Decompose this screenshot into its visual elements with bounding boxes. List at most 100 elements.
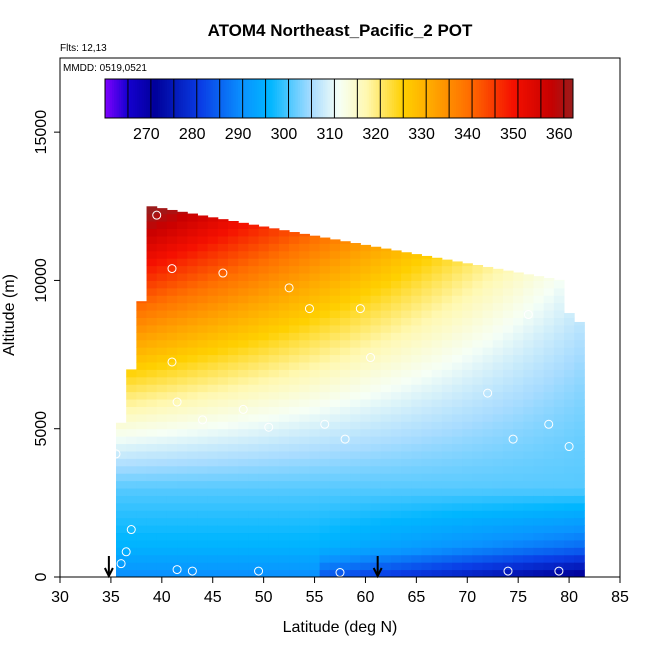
heatmap-cell: [452, 480, 463, 489]
heatmap-cell: [329, 413, 341, 422]
heatmap-cell: [431, 376, 443, 385]
heatmap-cell: [217, 547, 229, 556]
heatmap-cell: [166, 495, 178, 504]
heatmap-cell: [248, 406, 260, 415]
heatmap-cell: [441, 280, 453, 289]
heatmap-cell: [258, 332, 270, 341]
heatmap-cell: [136, 324, 148, 333]
heatmap-cell: [360, 421, 372, 430]
heatmap-cell: [207, 391, 219, 400]
heatmap-cell: [156, 228, 168, 237]
x-tick-label: 80: [560, 589, 578, 606]
heatmap-cell: [564, 517, 575, 526]
heatmap-cell: [136, 488, 148, 496]
flight-marker: [116, 559, 126, 569]
heatmap-cell: [309, 273, 321, 281]
heatmap-cell: [411, 421, 422, 430]
heatmap-cell: [360, 399, 372, 407]
x-tick-label: 60: [357, 589, 375, 606]
heatmap-cell: [238, 532, 249, 541]
heatmap-cell: [390, 443, 402, 452]
x-tick-label: 35: [102, 589, 120, 606]
heatmap-cell: [289, 347, 300, 356]
heatmap-cell: [136, 428, 148, 437]
heatmap-cell: [492, 273, 504, 281]
heatmap-cell: [156, 221, 168, 230]
heatmap-cell: [319, 502, 331, 511]
heatmap-cell: [268, 458, 280, 467]
heatmap-cell: [452, 421, 463, 430]
heatmap-cell: [156, 488, 168, 496]
heatmap-cell: [360, 265, 372, 274]
heatmap-cell: [187, 324, 198, 333]
heatmap-cell: [268, 406, 280, 415]
heatmap-cell: [187, 361, 198, 370]
colorbar-swatch: [233, 79, 237, 118]
heatmap-cell: [166, 221, 178, 230]
heatmap-cell: [533, 480, 545, 489]
heatmap-cell: [543, 547, 555, 556]
heatmap-cell: [492, 399, 504, 407]
y-tick-label: 10000: [33, 258, 50, 303]
heatmap-cell: [228, 273, 239, 281]
heatmap-cell: [502, 376, 514, 385]
heatmap-cell: [340, 361, 351, 370]
heatmap-cell: [238, 406, 249, 415]
heatmap-cell: [116, 436, 127, 445]
heatmap-cell: [166, 273, 178, 281]
heatmap-cell: [533, 562, 545, 571]
heatmap-cell: [268, 228, 280, 230]
heatmap-cell: [462, 488, 473, 496]
heatmap-cell: [329, 384, 341, 393]
heatmap-cell: [126, 421, 137, 430]
heatmap-cell: [401, 495, 412, 504]
heatmap-cell: [289, 532, 300, 541]
heatmap-cell: [309, 480, 321, 489]
heatmap-cell: [441, 547, 453, 556]
heatmap-cell: [146, 384, 158, 393]
heatmap-cell: [319, 458, 331, 467]
heatmap-cell: [177, 302, 188, 311]
heatmap-cell: [411, 465, 422, 474]
heatmap-cell: [319, 280, 331, 289]
heatmap-cell: [441, 473, 453, 482]
heatmap-cell: [146, 473, 158, 482]
heatmap-cell: [441, 517, 453, 526]
colorbar-swatch: [139, 79, 143, 118]
heatmap-cell: [441, 413, 453, 422]
colorbar-tick-label: 330: [408, 126, 435, 143]
heatmap-cell: [462, 436, 473, 445]
heatmap-cell: [248, 235, 260, 244]
heatmap-cell: [472, 391, 484, 400]
heatmap-cell: [319, 250, 331, 259]
heatmap-cell: [248, 502, 260, 511]
heatmap-cell: [574, 321, 585, 326]
heatmap-cell: [390, 480, 402, 489]
colorbar-swatch: [176, 79, 179, 118]
colorbar-swatch: [254, 79, 257, 118]
flight-marker: [508, 434, 518, 444]
heatmap-cell: [401, 391, 412, 400]
colorbar-swatch: [121, 79, 124, 118]
heatmap-cell: [462, 317, 473, 326]
heatmap-cell: [248, 525, 260, 534]
heatmap-cell: [502, 280, 514, 289]
heatmap-cell: [268, 554, 280, 563]
heatmap-cell: [278, 347, 290, 356]
heatmap-cell: [553, 280, 565, 289]
heatmap-cell: [370, 532, 382, 541]
heatmap-cell: [411, 473, 422, 482]
colorbar-swatch: [435, 79, 439, 118]
heatmap-cell: [177, 243, 188, 252]
heatmap-cell: [238, 339, 249, 348]
heatmap-cell: [543, 465, 555, 474]
heatmap-cell: [268, 436, 280, 445]
heatmap-cell: [156, 287, 168, 296]
heatmap-cell: [116, 554, 127, 563]
heatmap-cell: [502, 354, 514, 363]
heatmap-cell: [441, 532, 453, 541]
colorbar-swatch: [552, 79, 556, 118]
heatmap-cell: [482, 421, 494, 430]
heatmap-cell: [360, 443, 372, 452]
heatmap-cell: [238, 317, 249, 326]
